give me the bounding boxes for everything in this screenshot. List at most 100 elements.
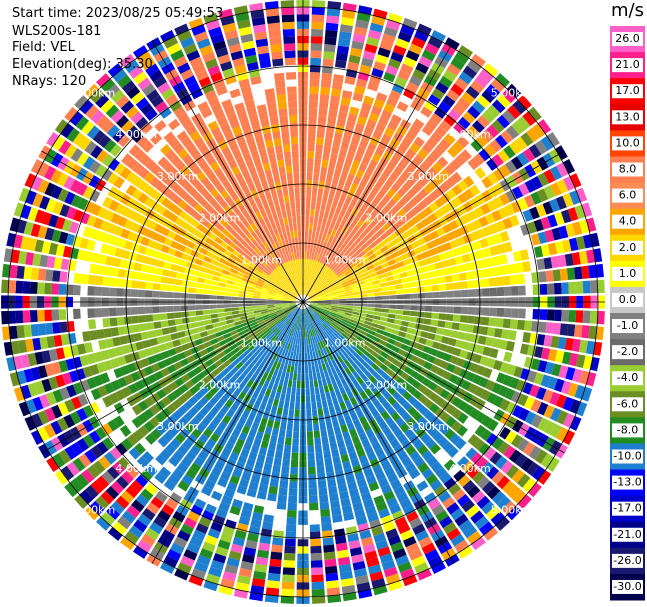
gate-cell [224, 488, 235, 499]
gate-cell [202, 309, 211, 315]
gate-cell [268, 342, 275, 350]
gate-cell [241, 471, 252, 482]
gate-cell [321, 196, 328, 205]
gate-cell [121, 344, 131, 355]
gate-cell [431, 87, 445, 100]
gate-cell [586, 249, 596, 264]
gate-cell [512, 186, 524, 199]
gate-cell [407, 209, 417, 219]
gate-cell [265, 365, 272, 374]
gate-cell [333, 256, 341, 264]
gate-cell [34, 351, 45, 365]
gate-cell [493, 196, 504, 209]
gate-cell [263, 315, 271, 321]
gate-cell [320, 247, 325, 256]
gate-cell [123, 288, 131, 297]
gate-cell [98, 339, 108, 350]
gate-cell [394, 340, 403, 349]
gate-cell [29, 310, 38, 323]
gate-cell [457, 400, 469, 412]
gate-cell [314, 158, 322, 167]
gate-cell [326, 8, 341, 17]
gate-cell [336, 410, 344, 420]
gate-cell [425, 256, 434, 265]
gate-cell [101, 423, 113, 436]
gate-cell [421, 450, 434, 462]
gate-cell [427, 263, 436, 272]
gate-cell [331, 302, 339, 305]
gate-cell [461, 380, 472, 391]
ring-label: 2.00km [199, 378, 241, 391]
gate-cell [319, 324, 325, 332]
gate-cell [309, 297, 317, 300]
gate-cell [130, 371, 141, 382]
gate-cell [283, 317, 289, 324]
gate-cell [402, 288, 411, 294]
gate-cell [459, 225, 469, 236]
gate-cell [383, 566, 398, 578]
gate-cell [283, 451, 291, 460]
gate-cell [358, 455, 369, 465]
gate-cell [219, 277, 228, 284]
gate-cell [390, 479, 402, 490]
ray [308, 119, 552, 298]
gate-cell [384, 466, 395, 477]
gate-cell [441, 259, 450, 268]
gate-cell [138, 281, 147, 289]
gate-cell [356, 409, 365, 419]
gate-cell [325, 573, 339, 582]
gate-cell [589, 280, 598, 294]
gate-cell [355, 228, 364, 237]
gate-cell [345, 247, 353, 255]
gate-cell [433, 357, 443, 367]
gate-cell [130, 289, 139, 297]
gate-cell [316, 279, 322, 286]
gate-cell [308, 306, 315, 311]
gate-cell [117, 516, 132, 530]
gate-cell [527, 106, 542, 122]
gate-cell [452, 102, 466, 116]
gate-cell [345, 305, 354, 309]
gate-cell [9, 264, 18, 279]
gate-cell [387, 396, 397, 406]
gate-cell [431, 254, 441, 263]
gate-cell [388, 309, 397, 314]
gate-cell [204, 479, 216, 490]
gate-cell [508, 263, 517, 274]
gate-cell [52, 270, 61, 282]
gate-cell [140, 488, 154, 502]
gate-cell [529, 206, 540, 220]
gate-cell [424, 285, 432, 292]
gate-cell [442, 242, 452, 251]
gate-cell [254, 563, 268, 573]
gate-cell [145, 527, 160, 541]
gate-cell [269, 390, 277, 399]
gate-cell [435, 81, 449, 94]
gate-cell [10, 249, 20, 264]
gate-cell [279, 392, 286, 401]
ray [307, 73, 510, 297]
gate-cell [195, 288, 204, 294]
gate-cell [544, 361, 555, 375]
ray [308, 306, 552, 485]
gate-cell [338, 148, 348, 158]
gate-cell [446, 306, 454, 314]
gate-cell [59, 387, 71, 401]
gate-cell [252, 467, 263, 477]
ray [30, 305, 297, 445]
gate-cell [486, 267, 496, 277]
gate-cell [306, 289, 312, 297]
gate-cell [385, 19, 401, 31]
gate-cell [469, 407, 481, 420]
gate-cell [247, 412, 256, 422]
gate-cell [293, 230, 298, 238]
gate-cell [343, 285, 352, 290]
gate-cell [287, 328, 292, 336]
gate-cell [454, 255, 464, 265]
gate-cell [157, 360, 167, 370]
gate-cell [317, 408, 324, 416]
gate-cell [219, 395, 229, 405]
gate-cell [308, 223, 313, 231]
gate-cell [322, 58, 334, 67]
gate-cell [420, 106, 433, 118]
